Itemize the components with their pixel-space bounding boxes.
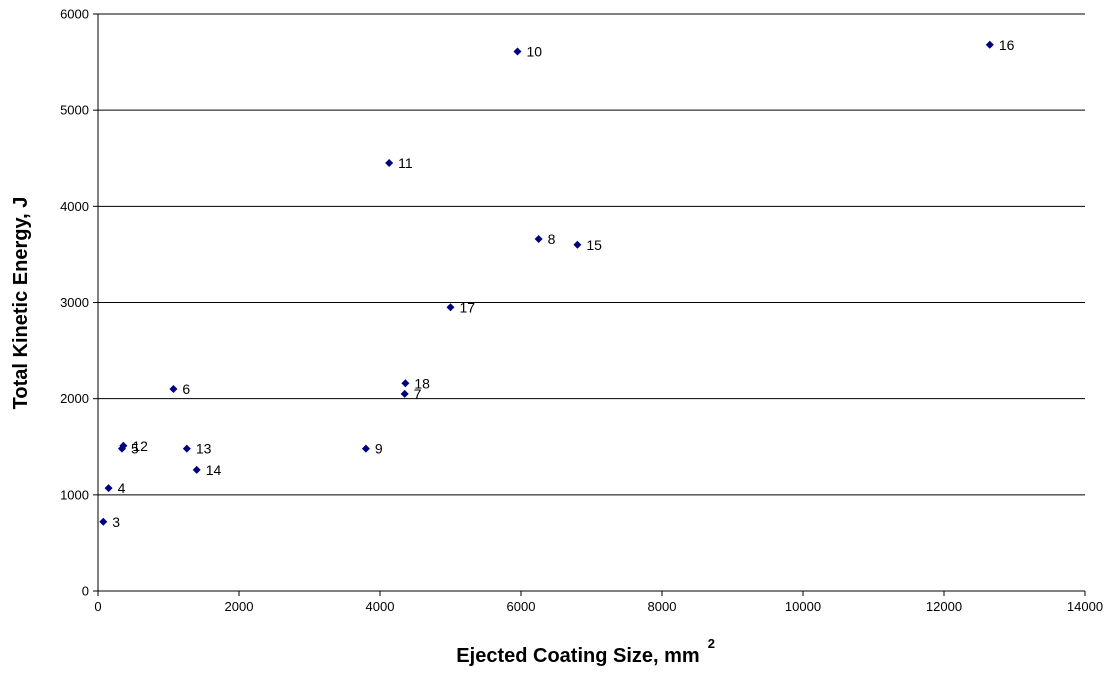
point-label-9: 9 bbox=[375, 441, 383, 457]
y-tick-label: 3000 bbox=[60, 295, 89, 310]
x-tick-label: 10000 bbox=[785, 599, 821, 614]
data-point-11 bbox=[385, 159, 394, 168]
data-point-9 bbox=[361, 444, 370, 453]
axes bbox=[93, 13, 1086, 596]
x-tick-label: 0 bbox=[94, 599, 101, 614]
data-point-6 bbox=[169, 385, 178, 394]
x-tick-label: 12000 bbox=[926, 599, 962, 614]
data-point-8 bbox=[534, 235, 543, 244]
point-label-4: 4 bbox=[118, 480, 126, 496]
point-labels: 3 4 512 6 13 14 9 718 11 17 10 8 15 16 bbox=[112, 37, 1014, 530]
data-point-18 bbox=[401, 379, 410, 388]
point-label-14: 14 bbox=[206, 462, 222, 478]
point-label-17: 17 bbox=[460, 299, 476, 315]
point-label-18: 18 bbox=[414, 375, 430, 391]
data-point-7 bbox=[400, 389, 409, 398]
data-point-4 bbox=[104, 484, 113, 493]
point-label-3: 3 bbox=[112, 514, 120, 530]
y-tick-label: 2000 bbox=[60, 391, 89, 406]
x-tick-label: 6000 bbox=[507, 599, 536, 614]
y-tick-labels: 0 1000 2000 3000 4000 5000 6000 bbox=[60, 7, 89, 599]
point-label-12: 12 bbox=[132, 438, 148, 454]
data-points bbox=[99, 40, 994, 526]
point-label-5: 5 bbox=[131, 441, 139, 457]
point-label-8: 8 bbox=[548, 231, 556, 247]
point-label-6: 6 bbox=[182, 381, 190, 397]
point-label-13: 13 bbox=[196, 441, 212, 457]
point-label-7: 7 bbox=[414, 386, 422, 402]
data-point-16 bbox=[985, 40, 994, 49]
data-point-3 bbox=[99, 517, 108, 526]
x-tick-label: 8000 bbox=[648, 599, 677, 614]
x-tick-label: 14000 bbox=[1067, 599, 1103, 614]
data-point-14 bbox=[192, 465, 201, 474]
gridlines bbox=[98, 13, 1085, 496]
data-point-13 bbox=[182, 444, 191, 453]
x-tick-labels: 0 2000 4000 6000 8000 10000 12000 14000 bbox=[94, 599, 1103, 614]
y-tick-label: 5000 bbox=[60, 103, 89, 118]
data-point-10 bbox=[513, 47, 522, 56]
point-label-16: 16 bbox=[999, 37, 1015, 53]
y-tick-label: 1000 bbox=[60, 487, 89, 502]
y-axis-title: Total Kinetic Energy, J bbox=[10, 197, 32, 410]
point-label-10: 10 bbox=[526, 44, 542, 60]
x-axis-title: Ejected Coating Size, mm bbox=[456, 645, 699, 667]
point-label-11: 11 bbox=[398, 155, 413, 171]
y-tick-label: 0 bbox=[82, 584, 89, 599]
x-axis-title-superscript: 2 bbox=[708, 636, 715, 651]
point-label-15: 15 bbox=[586, 237, 602, 253]
x-tick-label: 2000 bbox=[225, 599, 254, 614]
data-point-15 bbox=[573, 240, 582, 249]
data-point-17 bbox=[446, 303, 455, 312]
y-tick-label: 6000 bbox=[60, 7, 89, 22]
y-tick-label: 4000 bbox=[60, 199, 89, 214]
data-point-12 bbox=[119, 441, 128, 450]
x-tick-label: 4000 bbox=[366, 599, 395, 614]
